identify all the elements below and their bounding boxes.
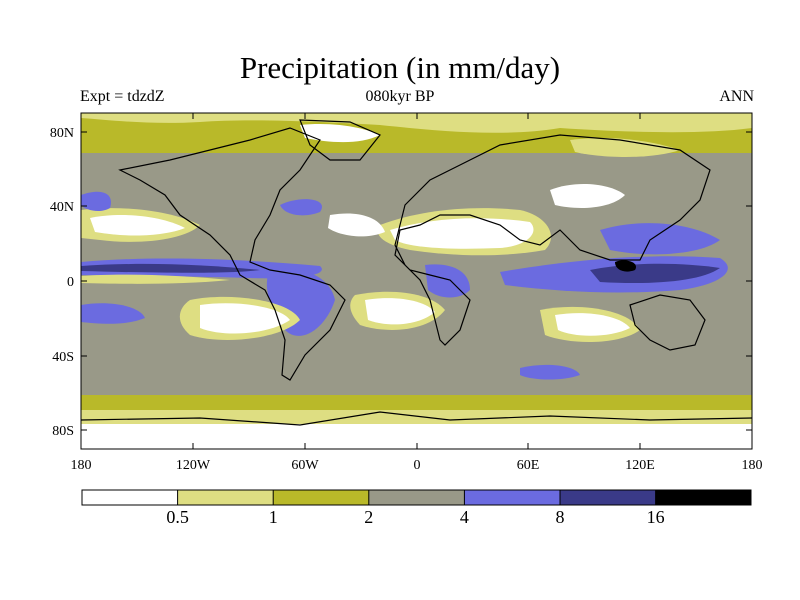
lon-label-120w: 120W xyxy=(176,458,211,473)
field-greenland-dry xyxy=(300,124,380,143)
lon-label-180e: 180 xyxy=(742,458,763,473)
field-centralasia-dry xyxy=(550,183,625,208)
field-npac-wet xyxy=(81,191,111,212)
coast-australia xyxy=(629,294,706,351)
field-sepac-dry xyxy=(200,303,290,334)
colorbar-label-0-5: 0.5 xyxy=(166,507,189,527)
field-natl-wet xyxy=(280,199,322,216)
colorbar-label-1: 1 xyxy=(269,507,278,527)
field-eqpac-dry xyxy=(81,274,230,284)
lon-label-180w: 180 xyxy=(71,458,92,473)
season-label: ANN xyxy=(719,88,754,105)
lon-label-60e: 60E xyxy=(517,458,540,473)
colorbar-swatch-2 xyxy=(273,490,369,505)
colorbar-swatch-6 xyxy=(655,490,751,505)
colorbar: 0.5 1 2 4 8 16 xyxy=(81,489,752,527)
field-antarctic-edge xyxy=(81,410,752,428)
colorbar-swatch-5 xyxy=(560,490,656,505)
time-label: 080kyr BP xyxy=(365,88,435,105)
lat-label-80s: 80S xyxy=(52,424,74,439)
lon-label-60w: 60W xyxy=(291,458,319,473)
lat-label-40n: 40N xyxy=(50,200,74,215)
precip-field xyxy=(81,113,752,449)
coast-eurasia-africa xyxy=(394,134,711,346)
coast-greenland xyxy=(299,119,381,161)
field-siberia-light xyxy=(570,138,680,157)
field-natl-dry xyxy=(328,213,385,237)
colorbar-label-8: 8 xyxy=(556,507,565,527)
map-title: Precipitation (in mm/day) xyxy=(239,50,561,85)
lat-label-40s: 40S xyxy=(52,350,74,365)
colorbar-swatch-1 xyxy=(177,490,274,505)
lat-label-0: 0 xyxy=(67,275,74,290)
field-itcz-core xyxy=(81,263,260,273)
colorbar-label-2: 2 xyxy=(364,507,373,527)
field-sio-dry xyxy=(555,313,630,336)
field-easia-wet xyxy=(600,223,720,255)
coast-antarctica xyxy=(81,411,752,426)
experiment-label: Expt = tdzdZ xyxy=(80,88,165,105)
colorbar-swatch-4 xyxy=(464,490,560,505)
colorbar-swatch-3 xyxy=(368,490,465,505)
field-npac-dry xyxy=(90,215,185,236)
coast-americas xyxy=(118,127,346,381)
field-sahara-dry xyxy=(390,218,534,249)
colorbar-label-4: 4 xyxy=(460,507,469,527)
colorbar-swatch-0 xyxy=(82,490,178,505)
field-so-wet xyxy=(520,364,580,380)
field-satl-dry xyxy=(365,298,435,325)
lon-label-120e: 120E xyxy=(625,458,655,473)
field-maritime-max xyxy=(615,260,636,272)
coastlines xyxy=(81,119,752,426)
field-spcz-wet xyxy=(81,303,145,324)
colorbar-label-16: 16 xyxy=(647,507,665,527)
lat-tick-marks xyxy=(81,131,752,431)
lon-tick-marks xyxy=(80,113,753,449)
lat-label-80n: 80N xyxy=(50,126,74,141)
lon-label-0: 0 xyxy=(414,458,421,473)
field-north-light xyxy=(81,113,752,133)
